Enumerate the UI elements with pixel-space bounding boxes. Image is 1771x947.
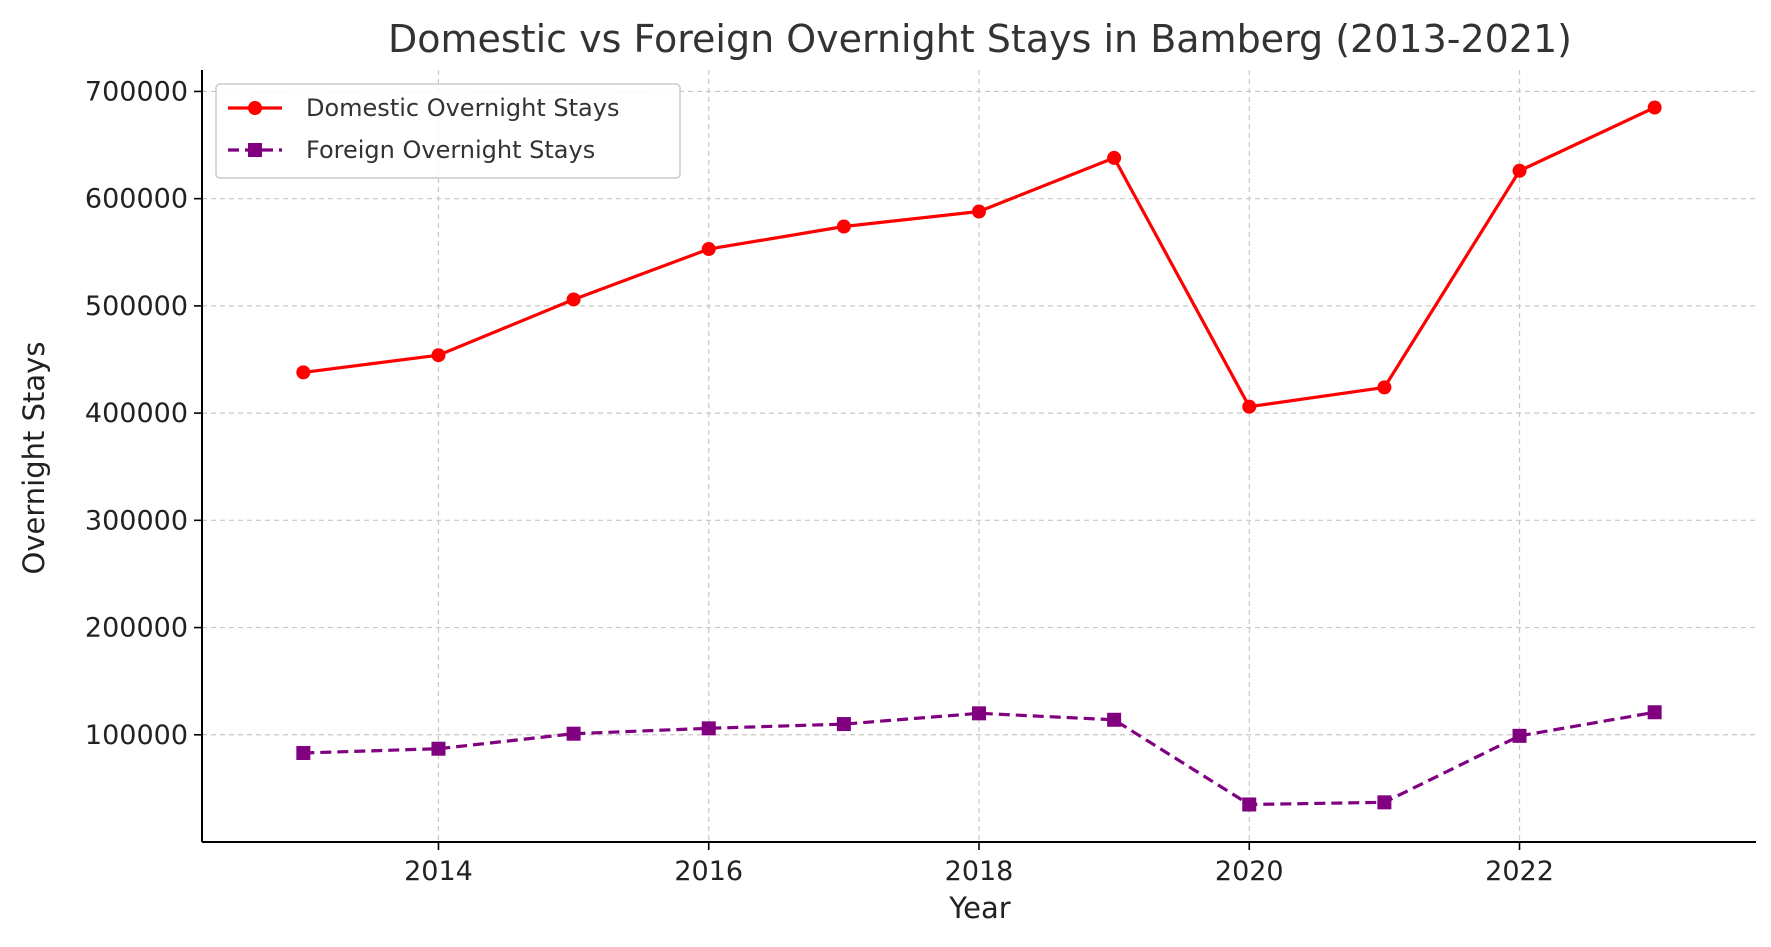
x-tick-label: 2020 xyxy=(1215,856,1284,887)
domestic-data-point xyxy=(1242,399,1257,414)
x-tick-label: 2016 xyxy=(674,856,743,887)
y-tick-label: 600000 xyxy=(85,184,188,215)
chart-title: Domestic vs Foreign Overnight Stays in B… xyxy=(388,17,1572,61)
y-tick-label: 400000 xyxy=(85,398,188,429)
x-axis-label: Year xyxy=(948,891,1010,925)
legend-domestic-label: Domestic Overnight Stays xyxy=(306,94,619,122)
legend-domestic-marker xyxy=(248,101,262,115)
domestic-data-point xyxy=(431,348,446,363)
foreign-data-point xyxy=(701,721,716,736)
domestic-data-point xyxy=(701,242,716,257)
y-axis-label: Overnight Stays xyxy=(17,342,51,575)
domestic-data-point xyxy=(296,365,311,380)
foreign-series xyxy=(296,705,1662,812)
x-tick-label: 2022 xyxy=(1485,856,1554,887)
legend: Domestic Overnight Stays Foreign Overnigh… xyxy=(215,83,681,179)
series-lines xyxy=(296,100,1662,812)
domestic-data-point xyxy=(1377,380,1392,395)
y-axis-ticks: 100000 200000 300000 400000 500000 600000 7000… xyxy=(85,76,202,751)
foreign-data-point xyxy=(1107,712,1122,727)
foreign-data-point xyxy=(566,726,581,741)
domestic-data-point xyxy=(1512,163,1527,178)
axes xyxy=(201,70,1756,843)
foreign-data-point xyxy=(431,741,446,756)
domestic-data-point xyxy=(972,204,986,219)
domestic-data-point xyxy=(836,219,851,234)
foreign-data-point xyxy=(836,717,851,732)
foreign-data-point xyxy=(1377,795,1392,810)
grid-lines xyxy=(202,70,1756,842)
domestic-data-point xyxy=(1647,100,1662,115)
x-axis-ticks: 2014 2016 2018 2020 2022 xyxy=(404,842,1554,887)
domestic-data-point xyxy=(1107,150,1122,165)
foreign-data-point xyxy=(1647,705,1662,720)
foreign-data-point xyxy=(1512,728,1527,743)
y-tick-label: 700000 xyxy=(85,76,188,107)
legend-foreign-label: Foreign Overnight Stays xyxy=(306,136,595,164)
domestic-data-point xyxy=(566,292,581,307)
foreign-data-point xyxy=(1242,797,1257,812)
x-tick-label: 2014 xyxy=(404,856,473,887)
y-tick-label: 500000 xyxy=(85,291,188,322)
legend-items: Domestic Overnight Stays Foreign Overnigh… xyxy=(228,94,619,164)
x-tick-label: 2018 xyxy=(945,856,1014,887)
legend-foreign-marker xyxy=(248,143,262,157)
foreign-data-point xyxy=(296,746,311,761)
foreign-data-point xyxy=(972,706,986,721)
y-tick-label: 100000 xyxy=(85,720,188,751)
y-tick-label: 200000 xyxy=(85,613,188,644)
legend-box xyxy=(215,83,681,179)
foreign-series-line xyxy=(303,710,1655,807)
y-tick-label: 300000 xyxy=(85,505,188,536)
domestic-series xyxy=(296,100,1662,414)
